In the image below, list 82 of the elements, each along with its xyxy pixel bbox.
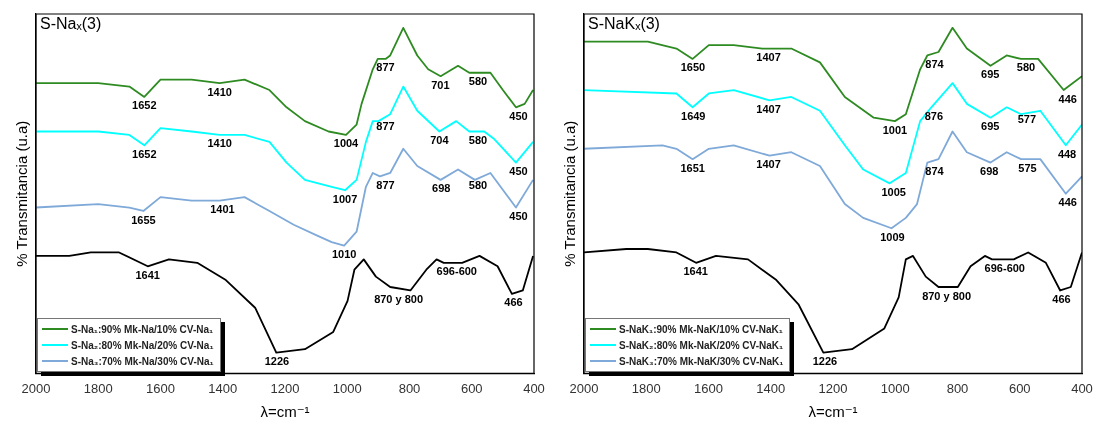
annotation: 466 <box>504 296 523 309</box>
annotation: 874 <box>925 58 945 70</box>
legend-label: S-Na₁:90% Mk-Na/10% CV-Na₁ <box>71 323 214 335</box>
legend-label: S-NaK₂:80% Mk-NaK/20% CV-NaK₁ <box>619 339 784 351</box>
x-tick-label: 1800 <box>631 380 661 396</box>
legend-label: S-Na₃:70% Mk-Na/30% CV-Na₁ <box>71 355 214 367</box>
annotation: 1007 <box>332 192 358 205</box>
annotation: 1407 <box>756 102 781 115</box>
annotation: 704 <box>430 134 450 147</box>
annotation: 580 <box>1016 61 1036 74</box>
annotation: 1010 <box>331 248 357 261</box>
annotation: 695 <box>981 68 1000 81</box>
annotation: 696-600 <box>984 261 1025 274</box>
annotation: 1004 <box>333 137 360 150</box>
annotation: 874 <box>925 165 945 178</box>
annotation: 1650 <box>680 61 706 74</box>
annotation: 580 <box>468 178 488 191</box>
y-axis-title: % Transmitancia (u.a) <box>13 120 31 267</box>
annotation: 1226 <box>812 355 838 368</box>
annotation: 1652 <box>132 99 157 112</box>
x-tick-label: 2000 <box>569 380 599 396</box>
annotation: 450 <box>509 165 528 178</box>
chart-title: S-Naₓ(3) <box>40 15 102 33</box>
annotation: 870 y 800 <box>374 292 424 305</box>
annotation: 580 <box>468 134 488 147</box>
x-tick-label: 1600 <box>694 380 723 396</box>
annotation: 696-600 <box>436 265 477 278</box>
x-tick-label: 1800 <box>83 380 113 396</box>
annotation: 695 <box>981 120 1000 133</box>
legend-label: S-NaK₁:90% Mk-NaK/10% CV-NaK₁ <box>619 323 783 335</box>
x-tick-label: 800 <box>398 380 421 396</box>
annotation: 870 y 800 <box>922 289 972 302</box>
annotation: 1641 <box>683 265 708 278</box>
x-tick-label: 1400 <box>756 380 786 396</box>
annotation: 698 <box>432 182 451 195</box>
annotation: 450 <box>509 109 528 122</box>
annotation: 1407 <box>756 158 781 171</box>
annotation: 448 <box>1057 147 1077 160</box>
annotation: 580 <box>468 75 488 88</box>
x-tick-label: 2000 <box>21 380 51 396</box>
annotation: 577 <box>1017 113 1037 126</box>
x-axis-title: λ=cm⁻¹ <box>808 403 858 421</box>
annotation: 1401 <box>210 203 235 216</box>
annotation: 1407 <box>756 51 781 64</box>
x-tick-label: 1600 <box>146 380 175 396</box>
annotation: 1005 <box>881 185 906 198</box>
annotation: 698 <box>980 165 999 178</box>
chart-title: S-NaKₓ(3) <box>588 15 660 33</box>
annotation: 877 <box>376 120 395 133</box>
annotation: 877 <box>376 61 395 74</box>
x-tick-label: 600 <box>460 380 483 396</box>
annotation: 1001 <box>882 123 908 136</box>
annotation: 1651 <box>680 161 705 174</box>
x-tick-label: 800 <box>946 380 969 396</box>
x-tick-label: 1200 <box>818 380 848 396</box>
legend-label: S-Na₂:80% Mk-Na/20% CV-Na₁ <box>71 339 214 351</box>
x-axis-title: λ=cm⁻¹ <box>260 403 310 421</box>
legend-label: S-NaK₃:70% Mk-NaK/30% CV-NaK₁ <box>619 355 784 367</box>
annotation: 575 <box>1018 161 1037 174</box>
annotation: 1226 <box>264 355 290 368</box>
annotation: 1009 <box>880 230 905 243</box>
x-tick-label: 1400 <box>208 380 238 396</box>
x-tick-label: 1000 <box>880 380 910 396</box>
annotation: 877 <box>376 178 395 191</box>
annotation: 876 <box>924 109 944 122</box>
y-axis-title: % Transmitancia (u.a) <box>561 120 579 267</box>
annotation: 701 <box>431 78 450 91</box>
annotation: 1652 <box>132 147 157 160</box>
x-tick-label: 1000 <box>332 380 362 396</box>
annotation: 446 <box>1058 92 1077 105</box>
x-tick-label: 400 <box>1071 380 1093 396</box>
annotation: 450 <box>509 210 528 223</box>
x-tick-label: 1200 <box>270 380 300 396</box>
annotation: 1410 <box>207 137 232 150</box>
annotation: 1641 <box>135 268 160 281</box>
annotation: 1655 <box>131 213 156 226</box>
annotation: 446 <box>1058 196 1077 209</box>
annotation: 1410 <box>207 85 232 98</box>
x-tick-label: 600 <box>1008 380 1031 396</box>
x-tick-label: 400 <box>523 380 545 396</box>
annotation: 466 <box>1052 292 1071 305</box>
annotation: 1649 <box>681 109 706 122</box>
